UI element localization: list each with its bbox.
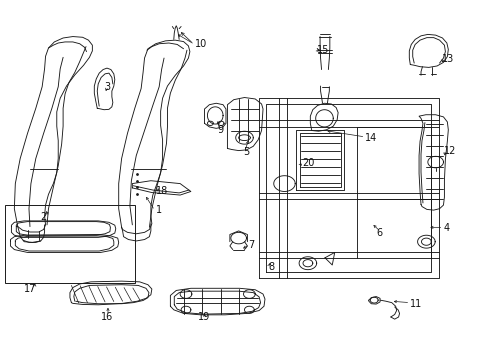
Text: 18: 18 — [156, 186, 168, 197]
Text: 5: 5 — [243, 147, 249, 157]
Text: 14: 14 — [365, 133, 377, 143]
Text: 19: 19 — [198, 312, 210, 322]
Text: 2: 2 — [41, 212, 47, 221]
Text: 10: 10 — [194, 40, 206, 49]
Text: 3: 3 — [104, 82, 110, 92]
Text: 6: 6 — [375, 228, 382, 238]
Text: 17: 17 — [24, 284, 37, 294]
Bar — [4, 205, 135, 283]
Text: 13: 13 — [441, 54, 453, 64]
Text: 12: 12 — [444, 145, 456, 156]
Text: 16: 16 — [101, 312, 113, 322]
Text: 9: 9 — [217, 125, 224, 135]
Text: 20: 20 — [302, 158, 314, 168]
Text: 8: 8 — [267, 262, 273, 272]
Text: 7: 7 — [248, 240, 254, 250]
Text: 11: 11 — [409, 299, 422, 309]
Text: 15: 15 — [316, 45, 328, 55]
Text: 4: 4 — [443, 224, 448, 233]
Text: 1: 1 — [156, 206, 162, 216]
